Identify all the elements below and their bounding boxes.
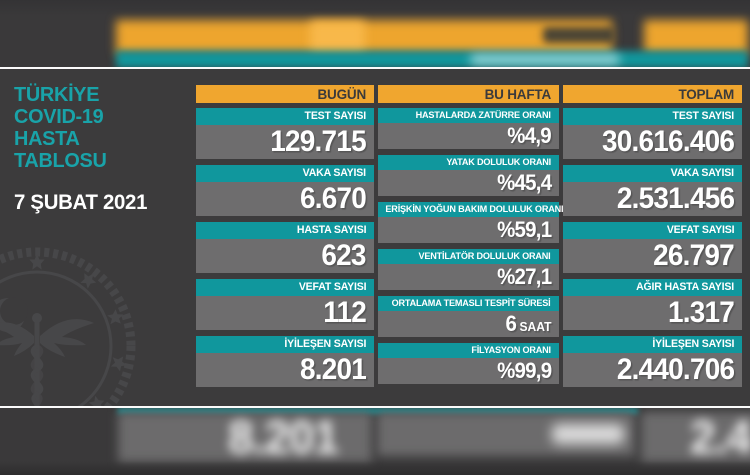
column-header-bugun: BUGÜN [196, 85, 374, 103]
stat-test-sayisi: TEST SAYISI 129.715 [196, 108, 374, 159]
page-title: TÜRKİYE COVID-19 HASTA TABLOSU [14, 84, 109, 172]
value-unit: SAAT [515, 319, 551, 334]
stat-label: İYİLEŞEN SAYISI [563, 336, 742, 353]
blur-yellow-header-bar [644, 20, 748, 54]
blur-gray-value-box [641, 412, 750, 462]
stat-value: 6 SAAT [378, 311, 559, 337]
stat-iyilesen-sayisi-toplam: İYİLEŞEN SAYISI 2.440.706 [563, 336, 742, 387]
stat-value: 30.616.406 [563, 125, 742, 159]
top-separator-line [0, 67, 750, 69]
stat-label: VEFAT SAYISI [196, 279, 374, 296]
title-line: HASTA [14, 127, 80, 150]
title-line: TABLOSU [14, 149, 107, 172]
tc-saglik-bakanligi-logo [0, 241, 142, 406]
stat-ventilator-doluluk: VENTİLATÖR DOLULUK ORANI %27,1 [378, 249, 559, 290]
stat-label: VENTİLATÖR DOLULUK ORANI [378, 249, 559, 264]
stat-value: 623 [196, 239, 374, 273]
stat-value: %99,9 [378, 358, 559, 384]
bottom-shade [0, 461, 750, 475]
stat-temasli-tespit-suresi: ORTALAMA TEMASLI TESPİT SÜRESİ 6 SAAT [378, 296, 559, 337]
stat-value: 8.201 [196, 353, 374, 387]
column-header-toplam: TOPLAM [563, 85, 742, 103]
stat-label: VEFAT SAYISI [563, 222, 742, 239]
stat-vefat-sayisi: VEFAT SAYISI 112 [196, 279, 374, 330]
top-shade [0, 0, 750, 16]
blur-yellow-highlight [310, 21, 365, 52]
blur-gray-value-box [118, 412, 372, 462]
stat-iyilesen-sayisi: İYİLEŞEN SAYISI 8.201 [196, 336, 374, 387]
stat-value: 112 [196, 296, 374, 330]
caduceus-icon [0, 313, 94, 406]
stat-value: %59,1 [378, 217, 559, 243]
blur-value-text-blob [552, 424, 624, 444]
stat-value: 6.670 [196, 182, 374, 216]
stat-vaka-sayisi: VAKA SAYISI 6.670 [196, 165, 374, 216]
stat-label: ERİŞKİN YOĞUN BAKIM DOLULUK ORANI [378, 202, 564, 217]
stat-vaka-sayisi-toplam: VAKA SAYISI 2.531.456 [563, 165, 742, 216]
column-header-bu-hafta: BU HAFTA [378, 85, 559, 103]
column-bugun: BUGÜN TEST SAYISI 129.715 VAKA SAYISI 6.… [196, 85, 374, 393]
stat-label: FİLYASYON ORANI [378, 343, 559, 358]
stat-label: VAKA SAYISI [196, 165, 374, 182]
stat-value: %27,1 [378, 264, 559, 290]
stat-label: ORTALAMA TEMASLI TESPİT SÜRESİ [378, 296, 559, 311]
stat-value: %45,4 [378, 170, 559, 196]
stat-label: VAKA SAYISI [563, 165, 742, 182]
stat-value: 129.715 [196, 125, 374, 159]
stat-agir-hasta-sayisi: AĞIR HASTA SAYISI 1.317 [563, 279, 742, 330]
bottom-separator-line [0, 406, 750, 408]
blur-value-text: 8.201 [228, 411, 339, 463]
stat-value: 26.797 [563, 239, 742, 273]
main-panel: TÜRKİYE COVID-19 HASTA TABLOSU 7 ŞUBAT 2… [0, 69, 750, 406]
stat-label: AĞIR HASTA SAYISI [563, 279, 742, 296]
stars [29, 254, 129, 406]
stat-yogun-bakim-doluluk: ERİŞKİN YOĞUN BAKIM DOLULUK ORANI %59,1 [378, 202, 564, 243]
blur-label-text-blob [470, 54, 620, 65]
blurred-background-top [0, 0, 750, 68]
blur-header-text-blob [543, 27, 615, 43]
stat-label: TEST SAYISI [563, 108, 742, 125]
stat-label: YATAK DOLULUK ORANI [378, 155, 559, 170]
column-toplam: TOPLAM TEST SAYISI 30.616.406 VAKA SAYIS… [563, 85, 742, 393]
stat-filyasyon-orani: FİLYASYON ORANI %99,9 [378, 343, 559, 384]
title-line: COVID-19 [14, 105, 104, 128]
stat-test-sayisi-toplam: TEST SAYISI 30.616.406 [563, 108, 742, 159]
stat-yatak-doluluk: YATAK DOLULUK ORANI %45,4 [378, 155, 559, 196]
stat-zaturre-orani: HASTALARDA ZATÜRRE ORANI %4,9 [378, 108, 559, 149]
blur-teal-label-bar [116, 51, 748, 68]
stat-label: HASTALARDA ZATÜRRE ORANI [378, 108, 559, 123]
title-line: TÜRKİYE [14, 83, 100, 106]
blur-teal-edge [118, 408, 638, 414]
stat-label: HASTA SAYISI [196, 222, 374, 239]
report-date: 7 ŞUBAT 2021 [14, 191, 148, 214]
stat-value: 1.317 [563, 296, 742, 330]
column-bu-hafta: BU HAFTA HASTALARDA ZATÜRRE ORANI %4,9 Y… [378, 85, 564, 390]
stat-vefat-sayisi-toplam: VEFAT SAYISI 26.797 [563, 222, 742, 273]
blur-value-text: 2.4 [690, 411, 750, 463]
stat-value: 2.440.706 [563, 353, 742, 387]
stat-label: TEST SAYISI [196, 108, 374, 125]
stat-hasta-sayisi: HASTA SAYISI 623 [196, 222, 374, 273]
stat-value: %4,9 [378, 123, 559, 149]
stat-value: 2.531.456 [563, 182, 742, 216]
blurred-background-bottom: 8.201 2.4 [0, 408, 750, 475]
stat-label: İYİLEŞEN SAYISI [196, 336, 374, 353]
